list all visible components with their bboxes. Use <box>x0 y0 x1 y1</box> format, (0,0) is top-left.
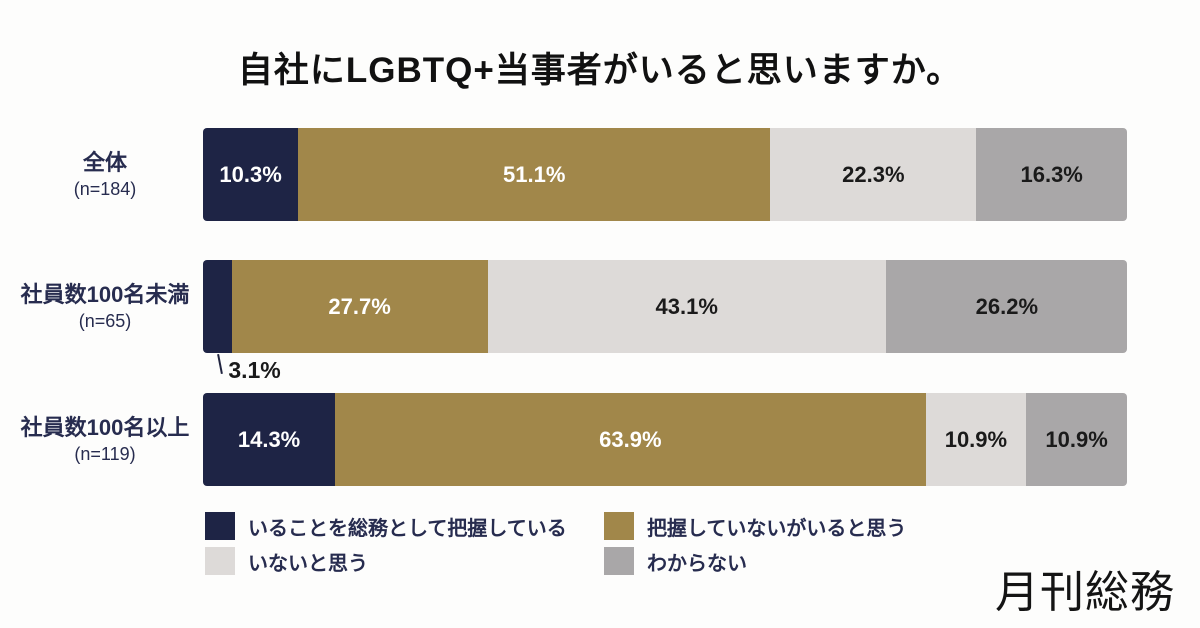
legend-item: いることを総務として把握している <box>205 512 567 540</box>
stacked-bar: 27.7% 43.1% 26.2% <box>203 260 1127 353</box>
bar-segment: 10.3% <box>203 128 299 221</box>
legend-swatch <box>604 547 634 575</box>
category-label: 社員数100名以上 (n=119) <box>10 393 200 486</box>
bar-segment: 43.1% <box>487 260 886 353</box>
segment-value: 10.3% <box>219 161 282 187</box>
legend-label: いないと思う <box>248 552 368 575</box>
category-sample-size: (n=119) <box>74 444 136 465</box>
category-name: 社員数100名未満 <box>20 281 190 307</box>
stacked-bar: 14.3% 63.9% 10.9% 10.9% <box>203 393 1127 486</box>
stacked-bar: 10.3% 51.1% 22.3% 16.3% <box>203 128 1127 221</box>
brand-logo: 月刊総務 <box>995 568 1175 617</box>
segment-value: 27.7% <box>328 293 391 319</box>
bar-segment: 27.7% <box>231 260 488 353</box>
legend-label: いることを総務として把握している <box>248 517 567 540</box>
chart-title: 自社にLGBTQ+当事者がいると思いますか。 <box>237 51 963 90</box>
legend-label: 把握していないがいると思う <box>647 517 907 540</box>
category-sample-size: (n=65) <box>78 311 132 332</box>
segment-value: 63.9% <box>599 426 662 452</box>
legend-swatch <box>604 512 634 540</box>
category-name: 社員数100名以上 <box>20 414 190 440</box>
segment-value: 51.1% <box>503 161 566 187</box>
bar-segment: 10.9% <box>925 393 1027 486</box>
legend-item: わからない <box>604 547 747 575</box>
legend-label: わからない <box>647 552 747 575</box>
bar-segment: 26.2% <box>885 260 1127 353</box>
segment-value: 14.3% <box>237 426 301 452</box>
segment-value: 26.2% <box>975 293 1039 319</box>
category-sample-size: (n=184) <box>73 179 137 200</box>
category-label: 全体 (n=184) <box>10 128 200 221</box>
category-name: 全体 <box>82 149 127 175</box>
callout-leader-line <box>217 353 224 375</box>
bar-segment: 10.9% <box>1026 393 1127 486</box>
segment-value: 22.3% <box>842 161 905 187</box>
legend-item: いないと思う <box>205 547 368 575</box>
legend-swatch <box>205 512 235 540</box>
bar-segment <box>203 260 232 353</box>
legend-item: 把握していないがいると思う <box>604 512 906 540</box>
bar-segment: 16.3% <box>976 128 1127 221</box>
segment-value: 43.1% <box>655 293 718 319</box>
bar-segment: 63.9% <box>335 393 926 486</box>
segment-value-callout: 3.1% <box>228 357 281 383</box>
segment-value: 16.3% <box>1020 161 1083 187</box>
category-label: 社員数100名未満 (n=65) <box>10 260 200 353</box>
segment-value: 10.9% <box>944 426 1008 452</box>
legend-swatch <box>205 547 235 575</box>
segment-value: 10.9% <box>1045 426 1108 452</box>
bar-segment: 22.3% <box>770 128 977 221</box>
bar-segment: 51.1% <box>298 128 771 221</box>
bar-segment: 14.3% <box>203 393 336 486</box>
